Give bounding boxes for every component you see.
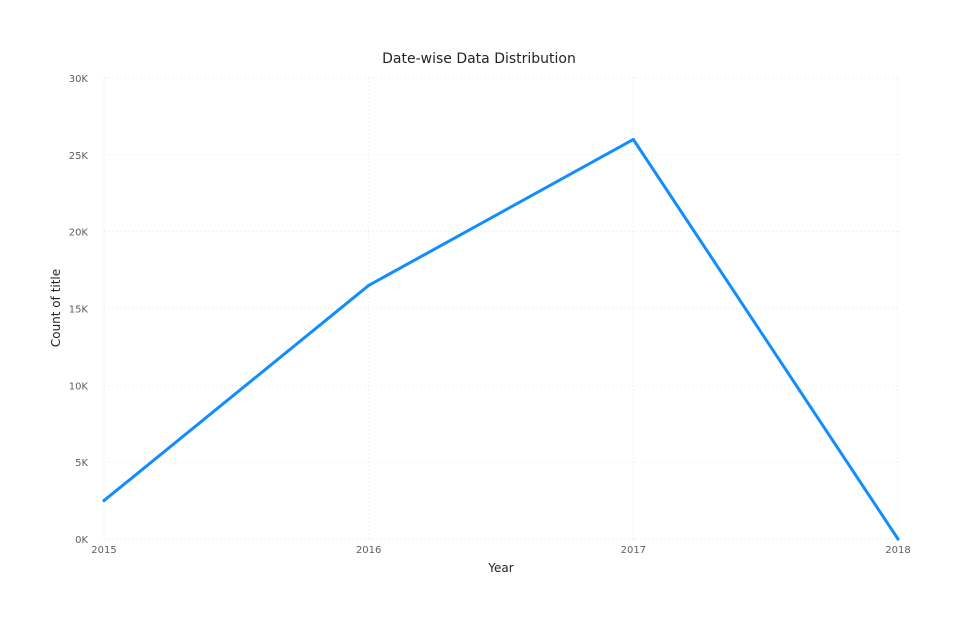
chart-title: Date-wise Data Distribution: [382, 51, 576, 67]
series-layer: [102, 137, 900, 541]
y-tick-label: 10K: [69, 381, 89, 392]
x-tick-label: 2015: [91, 545, 116, 556]
x-tick-label: 2017: [621, 545, 646, 556]
data-point[interactable]: [631, 137, 635, 141]
y-tick-label: 30K: [69, 74, 89, 85]
y-tick-label: 0K: [75, 535, 88, 546]
x-tick-label: 2016: [356, 545, 381, 556]
y-tick-label: 15K: [69, 305, 89, 316]
series-line: [102, 137, 900, 541]
grid: [103, 77, 899, 540]
data-point[interactable]: [896, 537, 900, 541]
x-tick-label: 2018: [885, 545, 910, 556]
data-point[interactable]: [367, 283, 371, 287]
y-tick-label: 20K: [69, 228, 89, 239]
y-tick-label: 5K: [75, 458, 88, 469]
y-tick-label: 25K: [69, 151, 89, 162]
data-point[interactable]: [102, 499, 106, 503]
x-axis-ticks: 2015 2016 2017 2018: [91, 545, 910, 556]
y-axis-ticks: 0K 5K 10K 15K 20K 25K 30K: [69, 74, 89, 546]
x-axis-title: Year: [487, 561, 513, 575]
y-axis-title: Count of title: [49, 269, 63, 347]
